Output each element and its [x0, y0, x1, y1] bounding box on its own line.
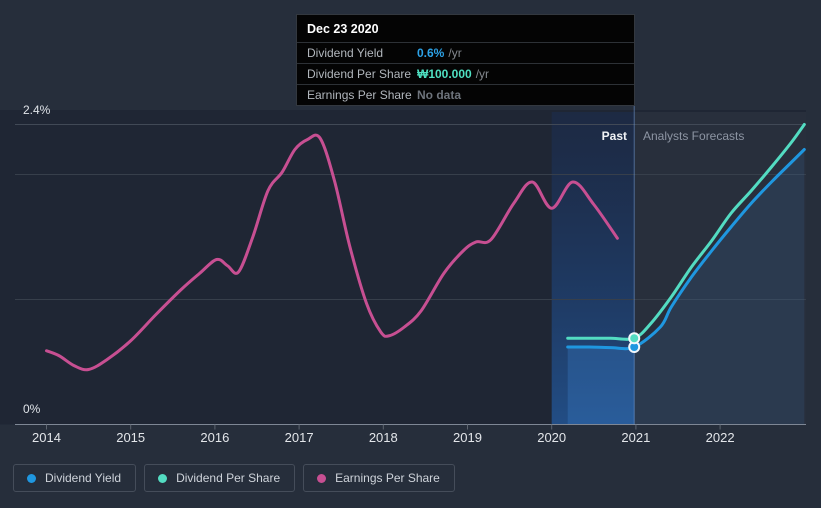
dividend-per-share-line [566, 123, 806, 341]
tooltip-label: Dividend Yield [307, 46, 384, 60]
legend-label: Dividend Yield [45, 471, 122, 485]
x-tick-label-2016: 2016 [200, 430, 230, 445]
y-axis-zero-label: 0% [23, 402, 41, 416]
tooltip-unit: /yr [448, 46, 462, 60]
x-tick-label-2021: 2021 [621, 430, 651, 445]
forecast-zone-background [634, 112, 806, 425]
x-tick-label-2019: 2019 [453, 430, 482, 445]
tooltip-row-earnings-per-share: Earnings Per Share No data [297, 84, 634, 105]
tooltip-value: ₩100.000 [417, 67, 472, 81]
plot-area-background [0, 110, 806, 425]
forecast-underline-fill [634, 149, 805, 425]
earnings-per-share-line [45, 133, 619, 372]
forecast-zone-label: Analysts Forecasts [643, 129, 745, 143]
x-tick-label-2022: 2022 [705, 430, 735, 445]
chart-legend: Dividend Yield Dividend Per Share Earnin… [13, 464, 455, 492]
legend-label: Dividend Per Share [176, 471, 281, 485]
earnings-per-share-dot-icon [317, 473, 327, 483]
hover-tooltip: Dec 23 2020 Dividend Yield 0.6% /yr Divi… [296, 14, 635, 106]
tooltip-row-dividend-per-share: Dividend Per Share ₩100.000 /yr [297, 63, 634, 84]
x-tick-label-2015: 2015 [116, 430, 146, 445]
tooltip-row-dividend-yield: Dividend Yield 0.6% /yr [297, 42, 634, 63]
tooltip-label: Dividend Per Share [307, 67, 412, 81]
dividend-yield-line [566, 148, 806, 351]
x-tick-label-2014: 2014 [32, 430, 61, 445]
x-tick-label-2017: 2017 [284, 430, 314, 445]
legend-item-dividend-per-share[interactable]: Dividend Per Share [144, 464, 296, 492]
x-tick-label-2018: 2018 [368, 430, 398, 445]
dividend-per-share-dot-icon [158, 473, 168, 483]
x-tick-label-2020: 2020 [537, 430, 567, 445]
tooltip-label: Earnings Per Share [307, 88, 412, 102]
tooltip-unit: /yr [475, 67, 490, 81]
legend-item-dividend-yield[interactable]: Dividend Yield [13, 464, 137, 492]
tooltip-value: 0.6% [417, 46, 445, 60]
legend-item-earnings-per-share[interactable]: Earnings Per Share [303, 464, 455, 492]
dividend-per-share-marker[interactable] [628, 332, 641, 345]
past-underline-fill [567, 347, 635, 425]
y-axis-top-label: 2.4% [23, 103, 51, 117]
past-zone-label: Past [601, 129, 627, 143]
dividend-yield-dot-icon [27, 473, 36, 483]
past-highlight-band [551, 112, 635, 425]
tooltip-date: Dec 23 2020 [307, 22, 379, 36]
tooltip-value: No data [417, 88, 462, 102]
legend-label: Earnings Per Share [335, 471, 440, 485]
